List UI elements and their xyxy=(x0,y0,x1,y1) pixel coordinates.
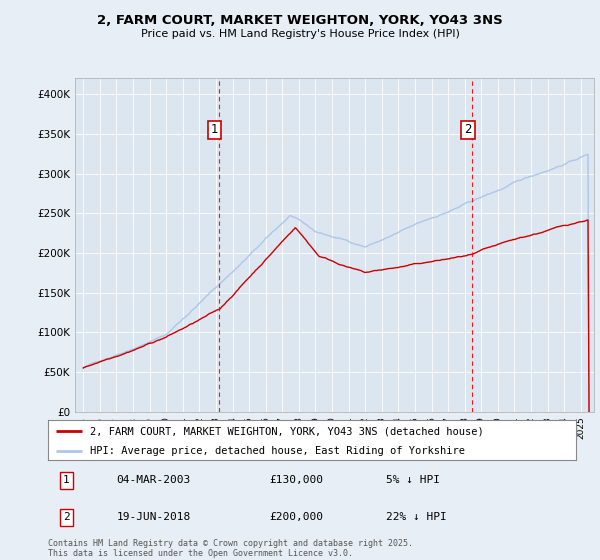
Text: 5% ↓ HPI: 5% ↓ HPI xyxy=(386,475,440,486)
Text: 2, FARM COURT, MARKET WEIGHTON, YORK, YO43 3NS: 2, FARM COURT, MARKET WEIGHTON, YORK, YO… xyxy=(97,14,503,27)
Text: 1: 1 xyxy=(63,475,70,486)
Text: 19-JUN-2018: 19-JUN-2018 xyxy=(116,512,191,522)
Text: HPI: Average price, detached house, East Riding of Yorkshire: HPI: Average price, detached house, East… xyxy=(90,446,465,456)
Text: 1: 1 xyxy=(211,123,218,137)
Text: 04-MAR-2003: 04-MAR-2003 xyxy=(116,475,191,486)
Text: £130,000: £130,000 xyxy=(270,475,324,486)
Text: 22% ↓ HPI: 22% ↓ HPI xyxy=(386,512,446,522)
Text: 2, FARM COURT, MARKET WEIGHTON, YORK, YO43 3NS (detached house): 2, FARM COURT, MARKET WEIGHTON, YORK, YO… xyxy=(90,426,484,436)
Text: £200,000: £200,000 xyxy=(270,512,324,522)
Text: 2: 2 xyxy=(63,512,70,522)
Text: 2: 2 xyxy=(464,123,472,137)
Text: Price paid vs. HM Land Registry's House Price Index (HPI): Price paid vs. HM Land Registry's House … xyxy=(140,29,460,39)
Text: Contains HM Land Registry data © Crown copyright and database right 2025.
This d: Contains HM Land Registry data © Crown c… xyxy=(48,539,413,558)
